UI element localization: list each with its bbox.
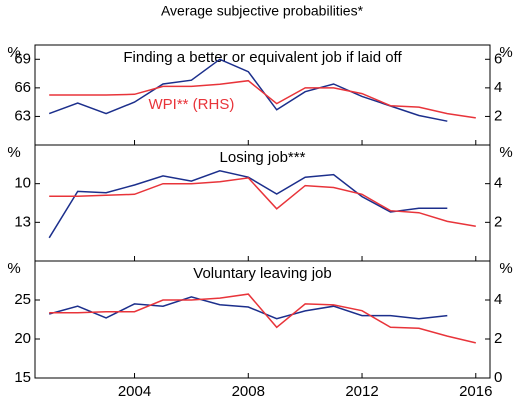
y2-tick-label: 2: [494, 330, 502, 347]
x-tick-label: 2004: [118, 383, 151, 400]
series-line: [48, 58, 448, 122]
y-axis-unit: %: [7, 144, 20, 161]
series-line: [49, 296, 448, 320]
y2-tick-label: 0: [494, 369, 502, 386]
series-line: [48, 170, 448, 239]
y2-tick-label: 4: [494, 79, 502, 96]
x-tick-label: 2008: [232, 383, 265, 400]
y2-tick-label: 2: [494, 213, 502, 230]
y-axis-unit: %: [7, 44, 20, 61]
y2-axis-unit: %: [499, 44, 512, 61]
chart-subtitle: Average subjective probabilities*: [161, 3, 364, 19]
y-tick-label: 63: [14, 107, 31, 124]
y-axis-unit: %: [7, 260, 20, 277]
y2-tick-label: 6: [494, 50, 502, 67]
panel-title: Losing job***: [220, 149, 306, 166]
y-tick-label: 20: [14, 330, 31, 347]
series-line: [49, 293, 476, 344]
panel-title: Finding a better or equivalent job if la…: [123, 49, 402, 66]
y-tick-label: 13: [14, 213, 31, 230]
y-tick-label: 15: [14, 369, 31, 386]
panel-frame: [34, 260, 491, 379]
series-line: [49, 177, 476, 227]
y-tick-label: 25: [14, 291, 31, 308]
y2-tick-label: 4: [494, 291, 502, 308]
y-tick-label: 69: [14, 50, 31, 67]
y2-tick-label: 4: [494, 175, 502, 192]
annotation: WPI** (RHS): [148, 96, 234, 113]
y-tick-label: 66: [14, 79, 31, 96]
x-tick-label: 2016: [459, 383, 492, 400]
y2-axis-unit: %: [499, 260, 512, 277]
x-tick-label: 2012: [345, 383, 378, 400]
y2-tick-label: 2: [494, 107, 502, 124]
panel-title: Voluntary leaving job: [193, 265, 331, 282]
y2-axis-unit: %: [499, 144, 512, 161]
y-tick-label: 10: [14, 175, 31, 192]
series-line: [49, 79, 476, 119]
